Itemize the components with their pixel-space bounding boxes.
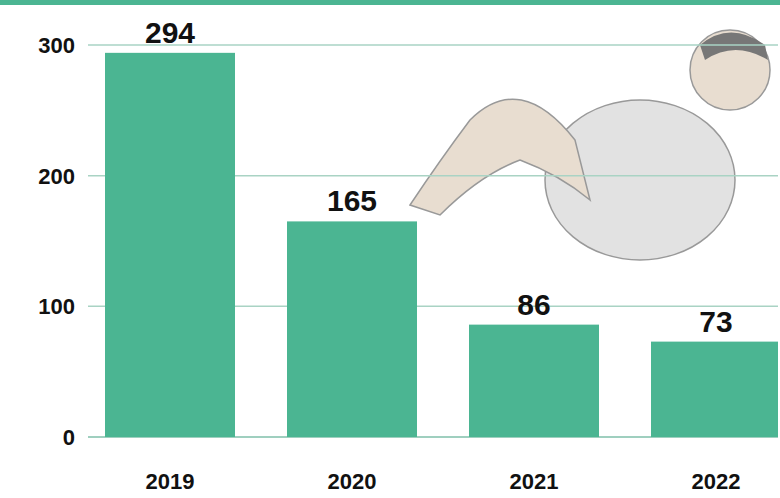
illustration	[410, 30, 770, 260]
data-label: 294	[145, 16, 195, 49]
bar	[105, 53, 235, 437]
y-tick-label: 100	[38, 294, 75, 319]
y-tick-label: 200	[38, 164, 75, 189]
x-tick-label: 2020	[328, 469, 377, 494]
data-label: 86	[517, 288, 550, 321]
x-tick-label: 2019	[146, 469, 195, 494]
labels: 294 2019 165 2020 86 2021 73 2022	[145, 16, 741, 494]
figure-head	[690, 30, 770, 110]
data-label: 165	[327, 184, 377, 217]
bar	[287, 221, 417, 437]
x-tick-label: 2021	[510, 469, 559, 494]
x-tick-label: 2022	[692, 469, 741, 494]
figure-legs	[410, 99, 590, 215]
data-label: 73	[699, 305, 732, 338]
figure-hair	[700, 33, 768, 61]
y-tick-label: 300	[38, 33, 75, 58]
top-band	[0, 0, 780, 5]
bars	[105, 53, 778, 437]
y-tick-label: 0	[63, 425, 75, 450]
bar	[469, 325, 599, 437]
chart: 0 100 200 300 294 2019 165 2020 86 2021 73 2022	[0, 0, 780, 498]
bar	[651, 342, 778, 437]
